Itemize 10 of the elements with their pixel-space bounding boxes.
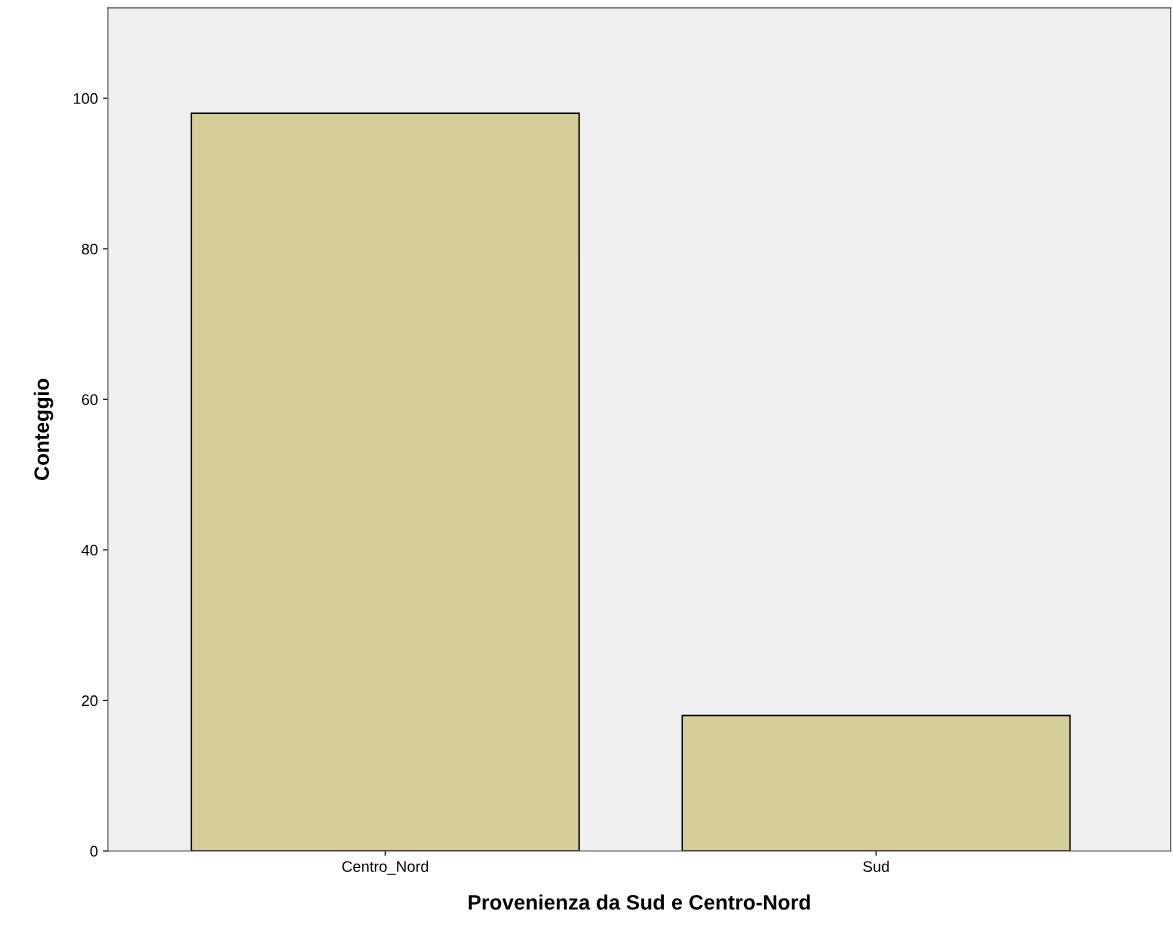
y-tick-label: 20 (81, 695, 98, 707)
y-tick-label: 100 (73, 93, 98, 104)
y-axis-title: Conteggio (33, 378, 54, 481)
y-tick-label: 0 (90, 845, 98, 857)
x-axis-title: Provenienza da Sud e Centro-Nord (468, 894, 810, 910)
x-tick-label: Sud (863, 860, 889, 872)
x-tick-label: Centro_Nord (342, 860, 429, 875)
y-tick-label: 80 (81, 243, 98, 255)
y-tick-label: 40 (81, 544, 98, 556)
y-tick-label: 60 (81, 394, 98, 406)
